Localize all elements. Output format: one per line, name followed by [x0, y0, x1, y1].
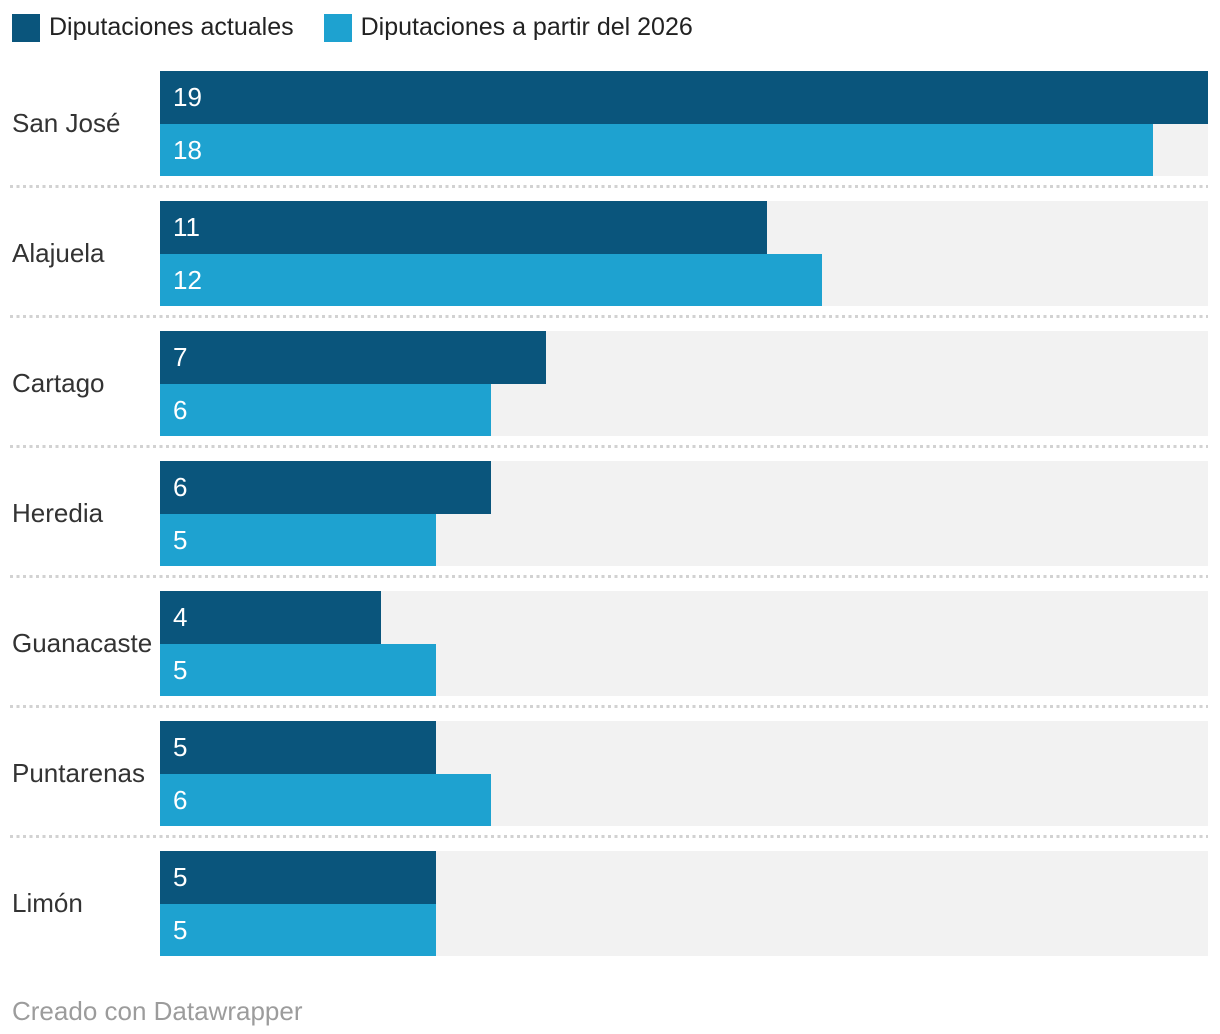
bar-value-label: 11	[173, 212, 200, 243]
chart-row: Limón 5 5	[0, 851, 1220, 956]
row-separator	[10, 185, 1208, 188]
category-label: Heredia	[12, 498, 104, 528]
row-separator	[10, 445, 1208, 448]
bar-value-label: 6	[173, 472, 188, 503]
bar-current: 5	[160, 721, 436, 774]
chart-row: Cartago 7 6	[0, 331, 1220, 461]
bar-value-label: 4	[173, 602, 188, 633]
bar-value-label: 5	[173, 654, 188, 685]
bar-value-label: 6	[173, 784, 188, 815]
bar-current: 11	[160, 201, 767, 254]
category-label: Guanacaste	[12, 628, 153, 658]
legend: Diputaciones actuales Diputaciones a par…	[12, 13, 693, 42]
row-plot-area: 7 6	[160, 331, 1208, 436]
bar-current: 6	[160, 461, 491, 514]
legend-item-label: Diputaciones actuales	[49, 13, 294, 41]
bar-value-label: 5	[173, 862, 188, 893]
row-plot-area: 4 5	[160, 591, 1208, 696]
bar-value-label: 18	[173, 134, 202, 165]
chart-row: Heredia 6 5	[0, 461, 1220, 591]
bar-2026: 12	[160, 253, 822, 306]
bar-2026: 5	[160, 513, 436, 566]
legend-swatch	[323, 13, 352, 42]
chart-row: Guanacaste 4 5	[0, 591, 1220, 721]
row-plot-area: 19 18	[160, 71, 1208, 176]
bar-value-label: 5	[173, 524, 188, 555]
bar-value-label: 7	[173, 342, 188, 373]
bar-value-label: 5	[173, 914, 188, 945]
category-label: San José	[12, 108, 121, 138]
row-separator	[10, 835, 1208, 838]
bar-current: 4	[160, 591, 381, 644]
category-label: Limón	[12, 888, 83, 918]
bar-2026: 5	[160, 903, 436, 956]
legend-item: Diputaciones actuales	[12, 13, 294, 42]
bar-2026: 6	[160, 773, 491, 826]
legend-swatch	[12, 13, 40, 42]
row-separator	[10, 705, 1208, 708]
bar-value-label: 6	[173, 394, 188, 425]
bar-2026: 18	[160, 123, 1153, 176]
row-plot-area: 5 5	[160, 851, 1208, 956]
bar-current: 7	[160, 331, 547, 384]
bar-chart: San José 19 18 Alajuela 11 12	[0, 71, 1220, 956]
row-separator	[10, 575, 1208, 578]
bar-2026: 5	[160, 643, 436, 696]
bar-current: 19	[160, 71, 1208, 124]
bar-2026: 6	[160, 383, 491, 436]
footer: Creado con Datawrapper	[12, 996, 303, 1027]
category-label: Alajuela	[12, 238, 105, 268]
chart-row: San José 19 18	[0, 71, 1220, 201]
legend-item-label: Diputaciones a partir del 2026	[360, 13, 693, 41]
chart-row: Alajuela 11 12	[0, 201, 1220, 331]
bar-current: 5	[160, 851, 436, 904]
bar-value-label: 19	[173, 82, 202, 113]
legend-item: Diputaciones a partir del 2026	[323, 13, 693, 42]
row-separator	[10, 315, 1208, 318]
row-plot-area: 5 6	[160, 721, 1208, 826]
bar-value-label: 5	[173, 732, 188, 763]
datawrapper-credit-link[interactable]: Creado con Datawrapper	[12, 996, 303, 1026]
category-label: Cartago	[12, 368, 105, 398]
row-plot-area: 6 5	[160, 461, 1208, 566]
bar-value-label: 12	[173, 264, 202, 295]
category-label: Puntarenas	[12, 758, 145, 788]
chart-row: Puntarenas 5 6	[0, 721, 1220, 851]
row-plot-area: 11 12	[160, 201, 1208, 306]
